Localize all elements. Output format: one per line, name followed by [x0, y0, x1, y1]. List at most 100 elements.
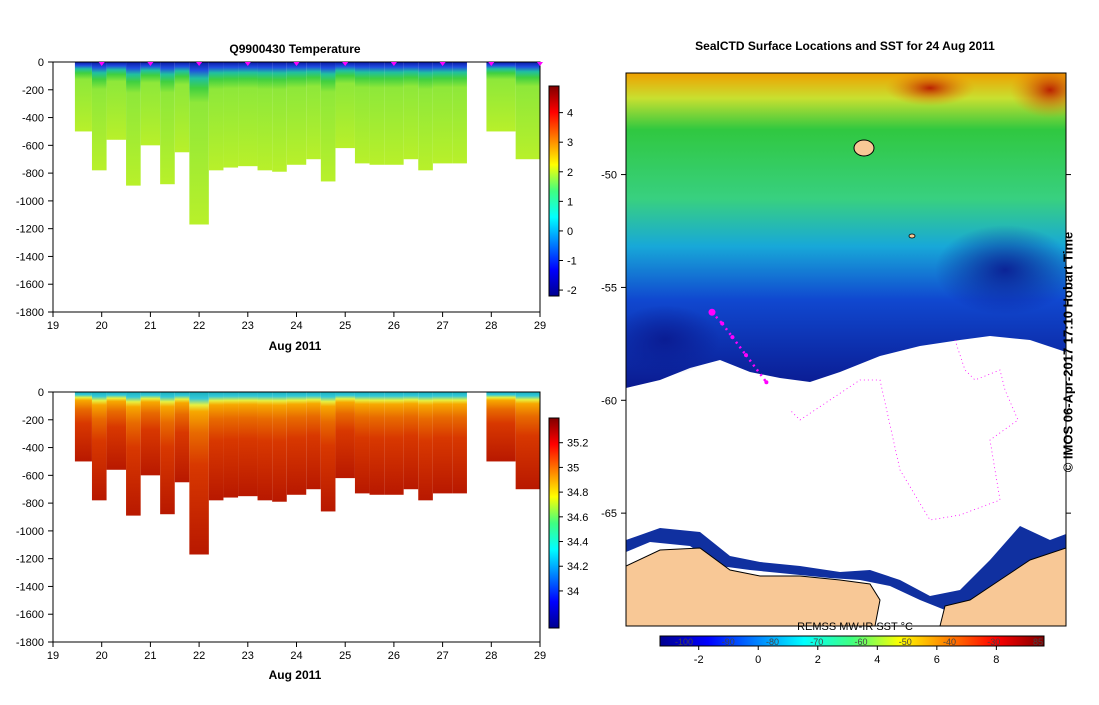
profile-column	[286, 392, 307, 495]
island	[853, 139, 875, 157]
profile-column	[486, 392, 516, 462]
profile-column	[74, 392, 92, 462]
colorbar-tick-label: 1	[567, 196, 573, 208]
y-tick-label: -400	[22, 113, 44, 125]
temperature-x-label: Aug 2011	[269, 339, 322, 353]
map-area	[626, 73, 1066, 626]
sst-colorbar-top-label: -90	[722, 637, 735, 647]
x-tick-label: 22	[193, 320, 205, 332]
profile-marker	[98, 62, 105, 66]
profile-column	[306, 62, 321, 160]
sst-colorbar-tick-label: 4	[874, 654, 880, 666]
y-tick-label: -1200	[16, 224, 44, 236]
salinity-x-label: Aug 2011	[269, 668, 322, 682]
profile-column	[369, 62, 385, 165]
profile-column	[106, 62, 127, 140]
profile-column	[320, 62, 336, 182]
profile-column	[272, 392, 287, 502]
profile-column	[403, 62, 419, 160]
profile-column	[432, 392, 453, 494]
x-tick-label: 29	[534, 320, 546, 332]
sst-colorbar-top-label: -80	[766, 637, 779, 647]
profile-column	[126, 392, 141, 516]
x-tick-label: 21	[144, 650, 156, 662]
profile-column	[126, 62, 141, 186]
profile-column	[74, 62, 92, 132]
map-y-tick-label: -50	[601, 170, 617, 182]
cold-water-patch-west	[626, 305, 720, 375]
profile-marker	[293, 62, 300, 66]
x-tick-label: 21	[144, 320, 156, 332]
seal-track	[708, 308, 769, 385]
x-tick-label: 25	[339, 320, 351, 332]
profile-column	[286, 62, 307, 165]
seal-track-segment	[711, 311, 724, 325]
map-y-tick-label: -60	[601, 395, 617, 407]
profile-column	[91, 62, 107, 171]
colorbar-tick-label: 34.4	[567, 537, 588, 549]
x-tick-label: 26	[388, 650, 400, 662]
profile-column	[91, 392, 107, 501]
profile-column	[486, 62, 516, 132]
x-tick-label: 24	[290, 320, 302, 332]
y-tick-label: -200	[22, 415, 44, 427]
profile-marker	[390, 62, 397, 66]
x-tick-label: 20	[96, 320, 108, 332]
small-island	[908, 233, 916, 239]
profile-column	[432, 62, 453, 164]
temperature-section-plot: Q9900430 Temperature 19 20 21 22 23 24 25 26 27 2…	[16, 42, 577, 353]
profile-column	[515, 392, 540, 490]
sst-colorbar-top-label: -100	[675, 637, 693, 647]
sst-field	[626, 73, 1066, 388]
salinity-colorbar	[548, 417, 560, 629]
profile-marker	[439, 62, 446, 66]
cold-water-patch	[935, 225, 1066, 315]
map-y-tick-label: -55	[601, 282, 617, 294]
profile-column	[384, 62, 404, 165]
x-tick-label: 24	[290, 650, 302, 662]
profile-column	[354, 392, 370, 494]
profile-column	[369, 392, 385, 495]
profile-column	[140, 62, 161, 146]
profile-column	[208, 62, 224, 171]
sst-colorbar-tick-label: -2	[694, 654, 704, 666]
antarctica-land	[626, 547, 881, 626]
sst-colorbar-top-label: -60	[854, 637, 867, 647]
profile-marker	[244, 62, 251, 66]
profile-column	[223, 62, 239, 168]
x-tick-label: 19	[47, 320, 59, 332]
x-tick-label: 19	[47, 650, 59, 662]
sst-colorbar-tick-label: 2	[815, 654, 821, 666]
colorbar-tick-label: 34.6	[567, 512, 588, 524]
temperature-profiles	[74, 62, 540, 225]
profile-column	[160, 392, 175, 515]
colorbar-tick-label: 0	[567, 226, 573, 238]
sst-colorbar-tick-label: 0	[755, 654, 761, 666]
colorbar-tick-label: 34.2	[567, 561, 588, 573]
sst-colorbar-top-label: -50	[899, 637, 912, 647]
x-tick-label: 20	[96, 650, 108, 662]
y-tick-label: -800	[22, 168, 44, 180]
y-tick-label: 0	[38, 57, 44, 69]
y-tick-label: -1200	[16, 554, 44, 566]
x-tick-label: 26	[388, 320, 400, 332]
seal-track-segment	[731, 336, 747, 356]
colorbar-tick-label: 34	[567, 586, 579, 598]
salinity-profiles	[74, 392, 540, 555]
profile-column	[257, 392, 273, 501]
x-tick-label: 22	[193, 650, 205, 662]
x-tick-label: 25	[339, 650, 351, 662]
profile-column	[354, 62, 370, 164]
x-tick-label: 23	[242, 320, 254, 332]
profile-column	[272, 62, 287, 172]
profile-column	[403, 392, 419, 490]
coastal-ice-band	[626, 526, 1066, 612]
profile-column	[208, 392, 224, 501]
x-tick-label: 28	[485, 650, 497, 662]
x-tick-label: 28	[485, 320, 497, 332]
warm-water-patch-north	[885, 73, 975, 106]
temperature-plot-title: Q9900430 Temperature	[229, 42, 361, 56]
y-tick-label: -1400	[16, 581, 44, 593]
profile-column	[174, 62, 190, 153]
y-tick-label: -1800	[16, 637, 44, 649]
